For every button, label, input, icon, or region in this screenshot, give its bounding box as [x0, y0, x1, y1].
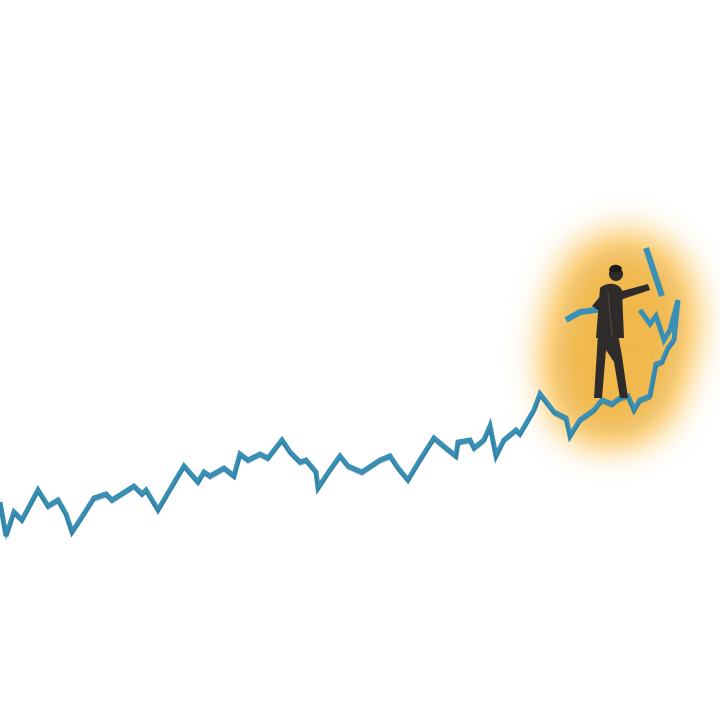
trend-line-path — [0, 299, 681, 538]
climbing-figure — [592, 264, 650, 398]
trend-line — [0, 299, 681, 540]
figure-arm-back — [592, 294, 606, 310]
figure-arm-raised — [618, 284, 650, 300]
trend-line-texture — [0, 342, 675, 540]
figure-hair — [609, 264, 622, 272]
placed-segment — [637, 247, 681, 346]
figure-legs — [594, 334, 628, 398]
